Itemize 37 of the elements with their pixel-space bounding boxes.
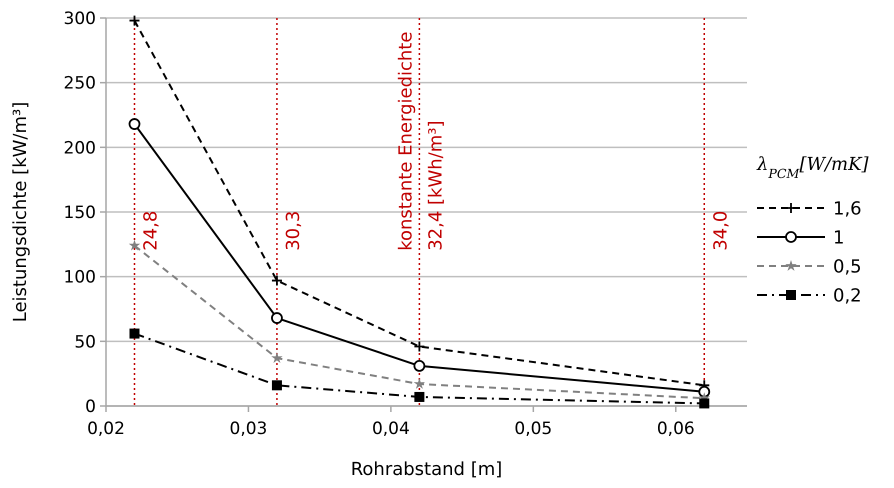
y-tick-label: 50 [74, 332, 96, 352]
y-tick-label: 250 [64, 74, 96, 94]
annotation: 30,3 [282, 210, 304, 251]
point [128, 118, 140, 130]
annotation: 24,8 [140, 210, 162, 251]
point [271, 352, 283, 363]
y-tick-label: 0 [85, 396, 96, 417]
y-axis-title: Leistungsdichte [kW/m³] [10, 102, 31, 322]
y-tick-label: 200 [64, 138, 96, 158]
point [698, 386, 710, 398]
point [128, 240, 140, 250]
point [271, 274, 283, 286]
point [272, 380, 282, 390]
point [413, 360, 426, 372]
x-tick-label: 0,05 [514, 419, 552, 439]
point [271, 312, 283, 324]
legend-label: 0,2 [833, 285, 862, 306]
legend-label: 1,6 [833, 198, 862, 220]
x-axis-title: Rohrabstand [m] [350, 459, 502, 480]
legend-title: λ$_{PCM}$[W/mK] [756, 154, 870, 180]
point [129, 328, 140, 339]
point [699, 398, 710, 408]
x-tick-label: 0,03 [230, 419, 268, 439]
point [414, 392, 424, 402]
legend-label: 1 [833, 227, 844, 248]
y-tick-label: 150 [64, 202, 96, 223]
point [414, 378, 426, 389]
annotation: 34,0 [710, 210, 732, 251]
point [413, 340, 426, 352]
point [128, 14, 140, 26]
y-tick-label: 300 [64, 8, 96, 29]
x-tick-label: 0,04 [372, 419, 410, 439]
x-tick-label: 0,06 [656, 419, 695, 439]
annotation: konstante Energiedichte 32,4 [kWh/m³] [395, 32, 446, 251]
x-tick-label: 0,02 [87, 419, 125, 439]
y-tick-label: 100 [64, 268, 96, 288]
legend-label: 0,5 [833, 256, 862, 278]
